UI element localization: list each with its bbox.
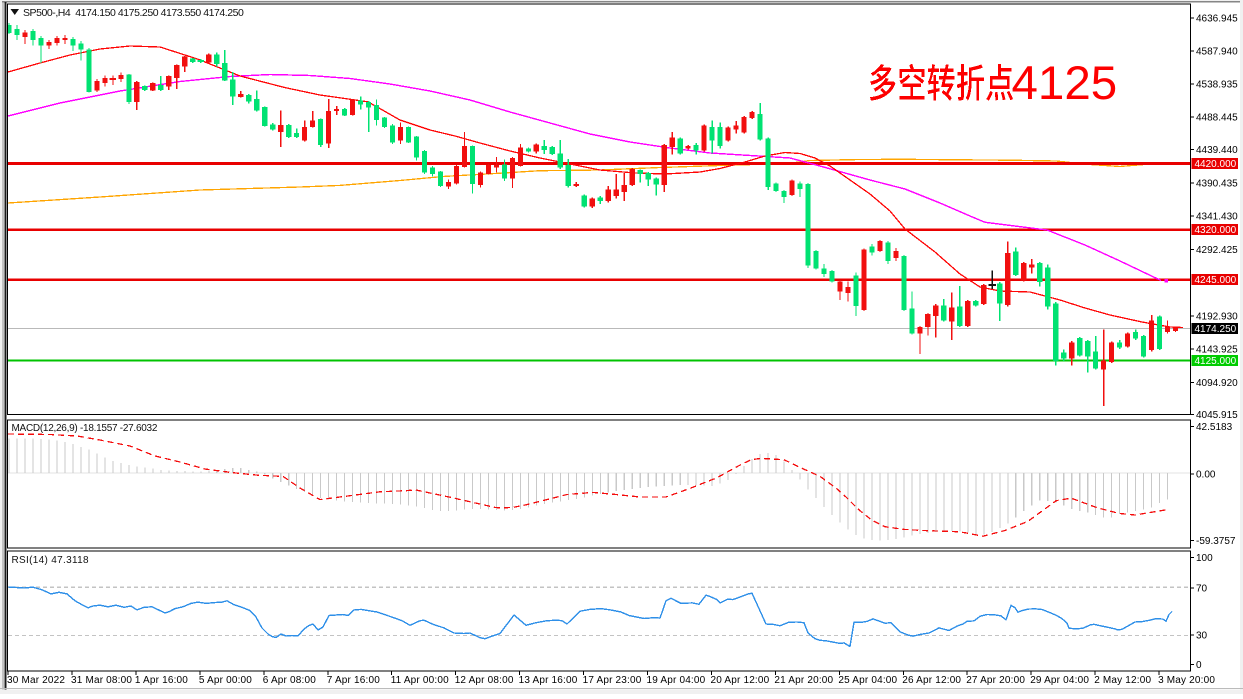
svg-text:27 Apr 20:00: 27 Apr 20:00 (966, 675, 1025, 686)
svg-text:11 Apr 00:00: 11 Apr 00:00 (391, 675, 449, 686)
svg-text:30: 30 (1196, 631, 1208, 642)
svg-text:26 Apr 12:00: 26 Apr 12:00 (902, 675, 961, 686)
svg-text:4390.435: 4390.435 (1196, 179, 1238, 190)
svg-text:4125.000: 4125.000 (1195, 356, 1237, 367)
svg-text:1 Apr 16:00: 1 Apr 16:00 (135, 675, 188, 686)
svg-text:20 Apr 12:00: 20 Apr 12:00 (711, 675, 770, 686)
svg-text:4045.915: 4045.915 (1196, 410, 1238, 421)
svg-text:4636.945: 4636.945 (1196, 14, 1238, 25)
svg-text:2 May 12:00: 2 May 12:00 (1094, 675, 1151, 686)
svg-text:4587.940: 4587.940 (1196, 47, 1238, 58)
svg-text:19 Apr 04:00: 19 Apr 04:00 (647, 675, 706, 686)
svg-text:SP500-,H4 4174.150 4175.250 4: SP500-,H4 4174.150 4175.250 4173.550 417… (23, 7, 244, 19)
svg-text:29 Apr 04:00: 29 Apr 04:00 (1030, 675, 1089, 686)
svg-text:21 Apr 20:00: 21 Apr 20:00 (774, 675, 833, 686)
svg-text:4143.925: 4143.925 (1196, 345, 1238, 356)
svg-text:4320.000: 4320.000 (1195, 225, 1237, 236)
svg-text:13 Apr 16:00: 13 Apr 16:00 (519, 675, 578, 686)
svg-text:30 Mar 2022: 30 Mar 2022 (7, 675, 65, 686)
svg-text:4245.000: 4245.000 (1195, 275, 1237, 286)
svg-text:25 Apr 04:00: 25 Apr 04:00 (838, 675, 897, 686)
svg-text:4341.430: 4341.430 (1196, 212, 1238, 223)
svg-text:17 Apr 23:00: 17 Apr 23:00 (583, 675, 642, 686)
svg-text:7 Apr 16:00: 7 Apr 16:00 (327, 675, 380, 686)
svg-text:42.5183: 42.5183 (1196, 422, 1233, 433)
svg-text:4125: 4125 (1012, 57, 1118, 110)
svg-text:70: 70 (1196, 583, 1208, 594)
svg-text:3 May 20:00: 3 May 20:00 (1158, 675, 1215, 686)
svg-text:100: 100 (1196, 553, 1213, 564)
svg-text:0.00: 0.00 (1196, 469, 1216, 480)
svg-text:4488.445: 4488.445 (1196, 113, 1238, 124)
svg-text:4094.920: 4094.920 (1196, 378, 1238, 389)
svg-text:4538.935: 4538.935 (1196, 80, 1238, 91)
svg-text:4420.000: 4420.000 (1195, 159, 1237, 170)
svg-text:MACD(12,26,9) -18.1557 -27.603: MACD(12,26,9) -18.1557 -27.6032 (12, 423, 158, 434)
svg-text:4439.440: 4439.440 (1196, 145, 1238, 156)
svg-text:6 Apr 08:00: 6 Apr 08:00 (263, 675, 316, 686)
svg-text:RSI(14) 47.3118: RSI(14) 47.3118 (12, 555, 90, 566)
svg-text:12 Apr 08:00: 12 Apr 08:00 (455, 675, 514, 686)
svg-text:4174.250: 4174.250 (1195, 324, 1237, 335)
svg-text:0: 0 (1196, 660, 1202, 671)
svg-text:31 Mar 08:00: 31 Mar 08:00 (71, 675, 132, 686)
svg-text:-59.3757: -59.3757 (1196, 536, 1236, 547)
svg-text:5 Apr 00:00: 5 Apr 00:00 (199, 675, 252, 686)
svg-text:4292.425: 4292.425 (1196, 245, 1238, 256)
svg-text:4192.930: 4192.930 (1196, 312, 1238, 323)
